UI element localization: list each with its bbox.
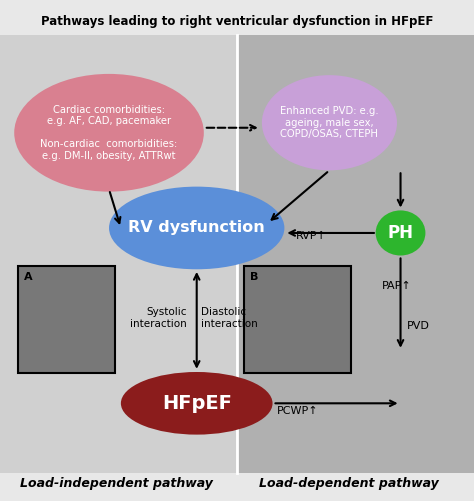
Text: B: B: [250, 272, 259, 282]
Bar: [18, 266, 115, 373]
Text: Systolic
interaction: Systolic interaction: [130, 307, 187, 329]
Text: Pathways leading to right ventricular dysfunction in HFpEF: Pathways leading to right ventricular dy…: [41, 15, 433, 28]
Text: A: A: [24, 272, 33, 282]
Ellipse shape: [109, 187, 284, 270]
Text: Cardiac comorbidities:
e.g. AF, CAD, pacemaker

Non-cardiac  comorbidities:
e.g.: Cardiac comorbidities: e.g. AF, CAD, pac…: [40, 105, 178, 161]
Ellipse shape: [14, 74, 204, 192]
Ellipse shape: [375, 210, 425, 256]
Bar: [238, 35, 474, 473]
Text: RV dysfunction: RV dysfunction: [128, 220, 265, 235]
Text: PVD: PVD: [407, 321, 429, 331]
Bar: [244, 266, 351, 373]
Text: HFpEF: HFpEF: [162, 394, 232, 413]
Bar: [0, 0, 474, 35]
Text: Load-independent pathway: Load-independent pathway: [20, 477, 212, 490]
Ellipse shape: [262, 75, 397, 170]
Text: Enhanced PVD: e.g.
ageing, male sex,
COPD/OSAS, CTEPH: Enhanced PVD: e.g. ageing, male sex, COP…: [280, 106, 379, 139]
Text: PCWP↑: PCWP↑: [277, 406, 319, 416]
Ellipse shape: [121, 372, 273, 434]
Bar: [0, 35, 236, 473]
Text: RVP↑: RVP↑: [296, 231, 327, 241]
Text: Diastolic
interaction: Diastolic interaction: [201, 307, 258, 329]
Text: PAP↑: PAP↑: [382, 281, 411, 291]
Text: Load-dependent pathway: Load-dependent pathway: [258, 477, 438, 490]
Text: PH: PH: [388, 224, 413, 242]
